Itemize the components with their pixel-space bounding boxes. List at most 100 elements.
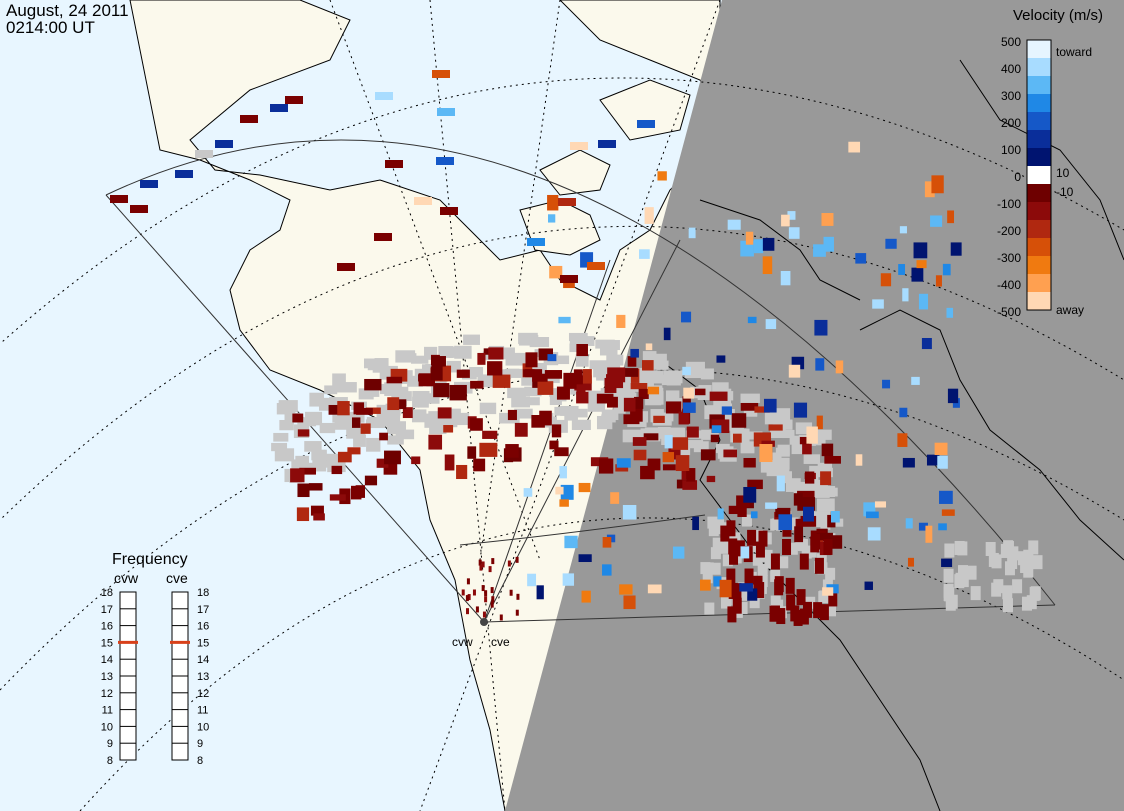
echo-cell [813,244,826,257]
echo-cell [848,141,861,153]
velocity-colorbar-segment [1027,184,1051,203]
echo-cell [864,581,873,590]
echo-cell [308,483,323,491]
echo-cell [324,385,338,395]
echo-cell [304,441,322,452]
velocity-colorbar-segment [1027,112,1051,131]
echo-cell [643,433,659,441]
echo-cell [717,508,724,520]
echo-cell [297,417,317,427]
echo-cell [657,171,667,181]
echo-cell [456,369,470,378]
echo-cell [571,419,591,430]
echo-cell [615,464,629,472]
echo-cell [897,433,908,447]
echo-cell [509,589,513,596]
echo-cell [755,541,765,558]
echo-cell [659,412,674,422]
echo-cell [731,413,747,428]
echo-cell [713,397,732,408]
echo-cell [710,522,721,535]
echo-cell [779,471,792,484]
echo-cell [529,362,547,375]
echo-cell [552,355,570,365]
echo-cell [456,464,468,480]
echo-cell [757,574,768,587]
echo-cell [770,553,780,570]
echo-cell [821,443,834,457]
echo-cell [587,262,605,270]
echo-cell [527,573,537,587]
echo-cell [814,557,824,574]
echo-cell [437,407,452,419]
frequency-tick-label: 12 [101,688,113,700]
velocity-tick-label: -200 [997,224,1021,238]
echo-cell [511,396,531,408]
echo-cell [311,449,327,461]
echo-cell [752,529,763,542]
echo-cell [270,104,288,112]
echo-cell [820,517,831,530]
echo-cell [744,568,754,585]
echo-cell [712,382,729,393]
echo-cell [271,442,288,452]
echo-cell [688,227,696,239]
echo-cell [576,344,588,357]
echo-cell [411,355,429,364]
echo-cell [665,390,680,404]
velocity-tick-label: -100 [997,197,1021,211]
echo-cell [595,339,615,349]
velocity-colorbar-segment [1027,94,1051,113]
echo-cell [775,447,790,456]
frequency-tick-label: 13 [197,671,209,683]
echo-cell [795,518,811,527]
echo-cell [757,563,768,576]
echo-cell [461,589,465,596]
echo-cell [944,543,955,558]
velocity-echoes [110,70,1043,626]
echo-cell [793,493,803,506]
frequency-bars: 18 18 17 17 16 16 15 15 14 14 13 13 12 12 11 11 10 10 9 9 8 8 [101,587,210,767]
echo-cell [745,231,754,245]
echo-cell [518,332,538,344]
echo-cell [467,446,477,459]
velocity-legend-title: Velocity (m/s) [1013,7,1103,24]
echo-cell [824,455,841,464]
echo-cell [789,435,805,445]
echo-cell [640,465,655,480]
echo-cell [958,565,969,580]
echo-cell [278,400,298,412]
echo-cell [439,365,452,382]
echo-cell [396,399,407,410]
frequency-tick-label: 9 [107,738,113,750]
echo-cell [700,368,714,380]
echo-cell [802,506,814,522]
echo-cell [644,207,654,224]
echo-cell [639,249,650,259]
frequency-tick-label: 15 [101,637,113,649]
echo-cell [924,181,935,198]
echo-cell [479,442,498,457]
echo-cell [819,604,829,621]
echo-cell [422,393,440,404]
echo-cell [329,494,346,501]
echo-cell [110,195,128,203]
echo-cell [487,361,503,376]
echo-cell [437,108,455,116]
echo-cell [741,514,752,527]
echo-cell [819,590,830,603]
echo-cell [175,170,193,178]
echo-cell [578,554,592,563]
echo-cell [576,391,589,404]
echo-cell [364,475,378,486]
velocity-tick-label: -300 [997,251,1021,265]
echo-cell [1029,586,1040,601]
echo-cell [775,507,791,518]
echo-cell [564,535,578,549]
echo-cell [686,440,704,449]
frequency-tick-label: 18 [197,587,209,599]
echo-cell [671,437,689,450]
echo-cell [729,548,739,565]
velocity-colorbar-segment [1027,292,1051,311]
echo-cell [749,596,760,609]
